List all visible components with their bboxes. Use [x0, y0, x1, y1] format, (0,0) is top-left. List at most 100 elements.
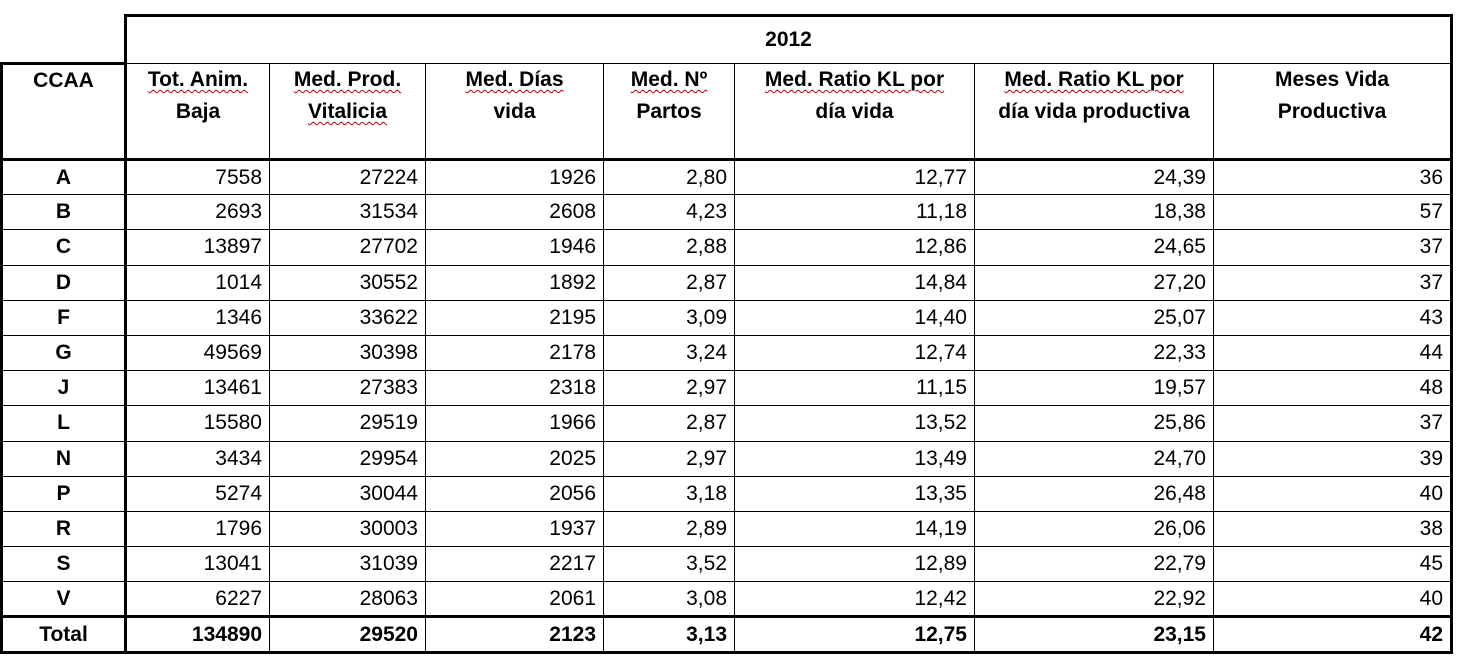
value-cell: 22,79 — [974, 546, 1214, 583]
value-cell: 2608 — [425, 194, 604, 231]
value-cell: 3,13 — [603, 615, 735, 655]
value-cell: 1014 — [124, 264, 270, 301]
value-cell: 23,15 — [974, 615, 1214, 655]
table-body: A 7558 27224 1926 2,80 12,77 24,39 36 B 2693 31534… — [0, 157, 1453, 655]
ccaa-cell: J — [0, 370, 126, 407]
value-cell: 1926 — [425, 157, 604, 196]
value-cell: 27383 — [269, 370, 426, 407]
value-cell: 11,18 — [734, 194, 975, 231]
value-cell: 13041 — [124, 546, 270, 583]
value-cell: 49569 — [124, 334, 270, 372]
value-cell: 2,88 — [603, 229, 735, 266]
header-line: Vitalicia — [308, 100, 387, 123]
header-line: Med. Nº — [630, 68, 708, 91]
value-cell: 2056 — [425, 475, 604, 512]
value-cell: 2025 — [425, 440, 604, 477]
ccaa-cell: S — [0, 546, 126, 583]
value-cell: 14,19 — [734, 510, 975, 548]
ccaa-cell: N — [0, 440, 126, 477]
value-cell: 48 — [1213, 370, 1453, 407]
value-cell: 3,52 — [603, 546, 735, 583]
table-row: D 1014 30552 1892 2,87 14,84 27,20 37 — [0, 264, 1453, 301]
header-line: día vida productiva — [998, 100, 1190, 123]
value-cell: 27702 — [269, 229, 426, 266]
ccaa-cell: A — [0, 157, 126, 196]
value-cell: 12,75 — [734, 615, 975, 655]
value-cell: 36 — [1213, 157, 1453, 196]
table-row: A 7558 27224 1926 2,80 12,77 24,39 36 — [0, 157, 1453, 196]
header-ratio-kl-dia-vida: Med. Ratio KL por día vida — [734, 63, 975, 160]
value-cell: 12,42 — [734, 581, 975, 618]
value-cell: 13,52 — [734, 405, 975, 442]
value-cell: 12,86 — [734, 229, 975, 266]
value-cell: 45 — [1213, 546, 1453, 583]
table-row: R 1796 30003 1937 2,89 14,19 26,06 38 — [0, 510, 1453, 548]
header-med-partos: Med. Nº Partos — [603, 63, 735, 160]
value-cell: 30552 — [269, 264, 426, 301]
total-row: Total 134890 29520 2123 3,13 12,75 23,15 42 — [0, 615, 1453, 655]
value-cell: 1946 — [425, 229, 604, 266]
value-cell: 7558 — [124, 157, 270, 196]
value-cell: 40 — [1213, 475, 1453, 512]
value-cell: 44 — [1213, 334, 1453, 372]
value-cell: 13,35 — [734, 475, 975, 512]
value-cell: 12,74 — [734, 334, 975, 372]
header-line: Partos — [636, 100, 702, 123]
table-row: L 15580 29519 1966 2,87 13,52 25,86 37 — [0, 405, 1453, 442]
value-cell: 2693 — [124, 194, 270, 231]
value-cell: 30003 — [269, 510, 426, 548]
value-cell: 24,70 — [974, 440, 1214, 477]
table-row: V 6227 28063 2061 3,08 12,42 22,92 40 — [0, 581, 1453, 618]
header-line: Meses Vida — [1274, 68, 1389, 91]
value-cell: 24,39 — [974, 157, 1214, 196]
data-table: 2012 CCAA Tot. Anim. Baja Med. Prod. Vit… — [0, 14, 1453, 655]
header-tot-anim-baja: Tot. Anim. Baja — [124, 63, 270, 160]
ccaa-cell: V — [0, 581, 126, 618]
value-cell: 14,84 — [734, 264, 975, 301]
header-ccaa: CCAA — [0, 62, 126, 160]
value-cell: 22,92 — [974, 581, 1214, 618]
value-cell: 2318 — [425, 370, 604, 407]
value-cell: 30398 — [269, 334, 426, 372]
header-line: Med. Días — [465, 68, 564, 91]
value-cell: 11,15 — [734, 370, 975, 407]
header-line: Med. Ratio KL por — [1004, 68, 1184, 91]
value-cell: 12,77 — [734, 157, 975, 196]
table-row: S 13041 31039 2217 3,52 12,89 22,79 45 — [0, 546, 1453, 583]
value-cell: 26,06 — [974, 510, 1214, 548]
value-cell: 1796 — [124, 510, 270, 548]
value-cell: 42 — [1213, 615, 1453, 655]
value-cell: 2,87 — [603, 405, 735, 442]
table-row: C 13897 27702 1946 2,88 12,86 24,65 37 — [0, 229, 1453, 266]
value-cell: 13461 — [124, 370, 270, 407]
value-cell: 33622 — [269, 299, 426, 336]
table-row: G 49569 30398 2178 3,24 12,74 22,33 44 — [0, 334, 1453, 372]
value-cell: 134890 — [124, 615, 270, 655]
value-cell: 37 — [1213, 229, 1453, 266]
value-cell: 37 — [1213, 405, 1453, 442]
value-cell: 24,65 — [974, 229, 1214, 266]
value-cell: 40 — [1213, 581, 1453, 618]
value-cell: 3,08 — [603, 581, 735, 618]
value-cell: 14,40 — [734, 299, 975, 336]
value-cell: 30044 — [269, 475, 426, 512]
value-cell: 1966 — [425, 405, 604, 442]
value-cell: 29954 — [269, 440, 426, 477]
value-cell: 31534 — [269, 194, 426, 231]
header-line: vida — [493, 100, 536, 123]
value-cell: 37 — [1213, 264, 1453, 301]
value-cell: 1892 — [425, 264, 604, 301]
header-line: Tot. Anim. — [147, 68, 249, 91]
value-cell: 29519 — [269, 405, 426, 442]
value-cell: 1346 — [124, 299, 270, 336]
value-cell: 57 — [1213, 194, 1453, 231]
value-cell: 6227 — [124, 581, 270, 618]
header-med-dias-vida: Med. Días vida — [425, 63, 604, 160]
value-cell: 22,33 — [974, 334, 1214, 372]
header-line: Med. Ratio KL por — [764, 68, 945, 91]
value-cell: 31039 — [269, 546, 426, 583]
value-cell: 2,97 — [603, 440, 735, 477]
value-cell: 29520 — [269, 615, 426, 655]
ccaa-cell: G — [0, 334, 126, 372]
value-cell: 13897 — [124, 229, 270, 266]
